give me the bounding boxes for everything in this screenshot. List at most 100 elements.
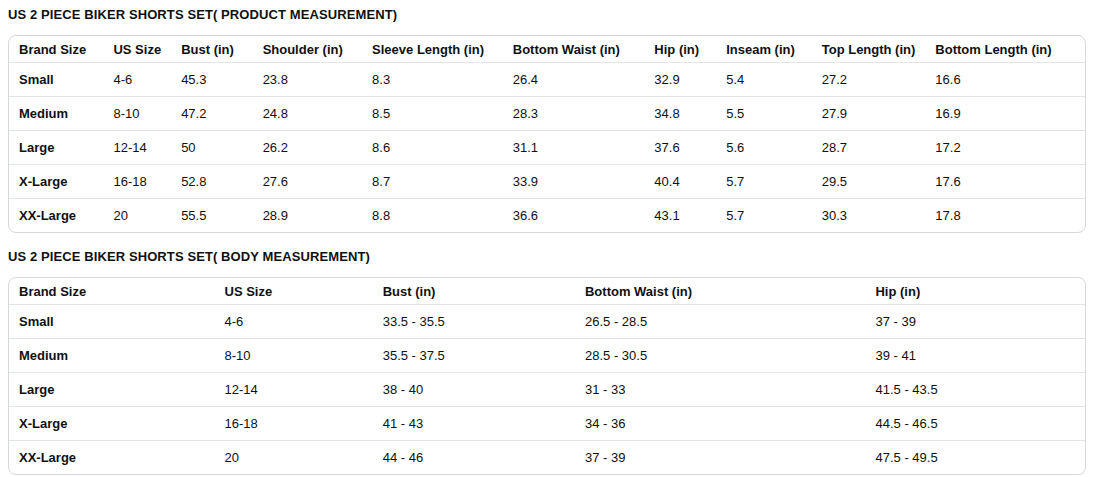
table-row: Large12-145026.28.631.137.65.628.717.2 [9,130,1085,164]
measurement-cell: 5.7 [716,164,812,198]
table-row: X-Large16-1852.827.68.733.940.45.729.517… [9,164,1085,198]
header-row: Brand SizeUS SizeBust (in)Bottom Waist (… [9,278,1085,304]
measurement-cell: 5.6 [716,130,812,164]
measurement-cell: 34.8 [644,96,716,130]
measurement-cell: 8.8 [362,198,503,232]
measurement-cell: 37 - 39 [575,440,866,474]
measurement-cell: 45.3 [171,62,252,96]
measurement-cell: 28.5 - 30.5 [575,338,866,372]
measurement-cell: 50 [171,130,252,164]
measurement-cell: 24.8 [253,96,362,130]
measurement-cell: 8-10 [215,338,373,372]
measurement-cell: 38 - 40 [373,372,575,406]
measurement-cell: 41.5 - 43.5 [865,372,1085,406]
brand-size-cell: Large [9,130,103,164]
table-row: X-Large16-1841 - 4334 - 3644.5 - 46.5 [9,406,1085,440]
brand-size-cell: Medium [9,338,215,372]
measurement-cell: 29.5 [812,164,926,198]
measurement-cell: 17.8 [925,198,1085,232]
column-header: Bottom Waist (in) [575,278,866,304]
measurement-cell: 36.6 [503,198,645,232]
table-row: Small4-645.323.88.326.432.95.427.216.6 [9,62,1085,96]
measurement-cell: 8-10 [103,96,171,130]
measurement-cell: 28.3 [503,96,645,130]
measurement-cell: 28.7 [812,130,926,164]
measurement-cell: 30.3 [812,198,926,232]
measurement-cell: 40.4 [644,164,716,198]
measurement-cell: 32.9 [644,62,716,96]
measurement-cell: 5.5 [716,96,812,130]
measurement-cell: 4-6 [103,62,171,96]
measurement-cell: 27.6 [253,164,362,198]
measurement-cell: 8.5 [362,96,503,130]
column-header: Hip (in) [865,278,1085,304]
column-header: Bottom Length (in) [925,36,1085,62]
column-header: Brand Size [9,278,215,304]
product-measurement-title: US 2 PIECE BIKER SHORTS SET( PRODUCT MEA… [8,7,1086,22]
measurement-cell: 17.6 [925,164,1085,198]
brand-size-cell: X-Large [9,406,215,440]
measurement-cell: 44 - 46 [373,440,575,474]
column-header: Sleeve Length (in) [362,36,503,62]
measurement-cell: 41 - 43 [373,406,575,440]
brand-size-cell: Medium [9,96,103,130]
measurement-cell: 12-14 [103,130,171,164]
column-header: Shoulder (in) [253,36,362,62]
measurement-cell: 26.5 - 28.5 [575,304,866,338]
body-measurement-table: Brand SizeUS SizeBust (in)Bottom Waist (… [8,277,1086,475]
measurement-cell: 5.4 [716,62,812,96]
measurement-cell: 16-18 [215,406,373,440]
measurement-cell: 33.9 [503,164,645,198]
measurement-cell: 37 - 39 [865,304,1085,338]
brand-size-cell: X-Large [9,164,103,198]
measurement-cell: 8.7 [362,164,503,198]
column-header: Brand Size [9,36,103,62]
measurement-cell: 55.5 [171,198,252,232]
measurement-cell: 44.5 - 46.5 [865,406,1085,440]
measurement-cell: 16.6 [925,62,1085,96]
brand-size-cell: Small [9,304,215,338]
product-measurement-section: US 2 PIECE BIKER SHORTS SET( PRODUCT MEA… [8,7,1086,233]
measurement-cell: 5.7 [716,198,812,232]
measurement-cell: 34 - 36 [575,406,866,440]
measurement-cell: 37.6 [644,130,716,164]
measurement-cell: 35.5 - 37.5 [373,338,575,372]
table-row: XX-Large2055.528.98.836.643.15.730.317.8 [9,198,1085,232]
body-measurement-title: US 2 PIECE BIKER SHORTS SET( BODY MEASUR… [8,249,1086,264]
measurement-cell: 39 - 41 [865,338,1085,372]
measurement-cell: 8.3 [362,62,503,96]
column-header: Bust (in) [171,36,252,62]
measurement-cell: 26.2 [253,130,362,164]
column-header: Top Length (in) [812,36,926,62]
measurement-cell: 47.2 [171,96,252,130]
product-measurement-table: Brand SizeUS SizeBust (in)Shoulder (in)S… [8,35,1086,233]
brand-size-cell: XX-Large [9,440,215,474]
measurement-cell: 31 - 33 [575,372,866,406]
table-row: XX-Large2044 - 4637 - 3947.5 - 49.5 [9,440,1085,474]
measurement-cell: 12-14 [215,372,373,406]
table-row: Medium8-1047.224.88.528.334.85.527.916.9 [9,96,1085,130]
column-header: Bottom Waist (in) [503,36,645,62]
measurement-cell: 27.9 [812,96,926,130]
measurement-cell: 43.1 [644,198,716,232]
measurement-cell: 4-6 [215,304,373,338]
measurement-cell: 28.9 [253,198,362,232]
measurement-cell: 23.8 [253,62,362,96]
header-row: Brand SizeUS SizeBust (in)Shoulder (in)S… [9,36,1085,62]
table-row: Small4-633.5 - 35.526.5 - 28.537 - 39 [9,304,1085,338]
column-header: US Size [215,278,373,304]
measurement-cell: 20 [215,440,373,474]
column-header: Bust (in) [373,278,575,304]
measurement-cell: 33.5 - 35.5 [373,304,575,338]
table-row: Large12-1438 - 4031 - 3341.5 - 43.5 [9,372,1085,406]
measurement-cell: 47.5 - 49.5 [865,440,1085,474]
table-row: Medium8-1035.5 - 37.528.5 - 30.539 - 41 [9,338,1085,372]
brand-size-cell: XX-Large [9,198,103,232]
measurement-cell: 27.2 [812,62,926,96]
measurement-cell: 8.6 [362,130,503,164]
column-header: Hip (in) [644,36,716,62]
brand-size-cell: Small [9,62,103,96]
body-measurement-section: US 2 PIECE BIKER SHORTS SET( BODY MEASUR… [8,249,1086,475]
measurement-cell: 16-18 [103,164,171,198]
measurement-cell: 16.9 [925,96,1085,130]
